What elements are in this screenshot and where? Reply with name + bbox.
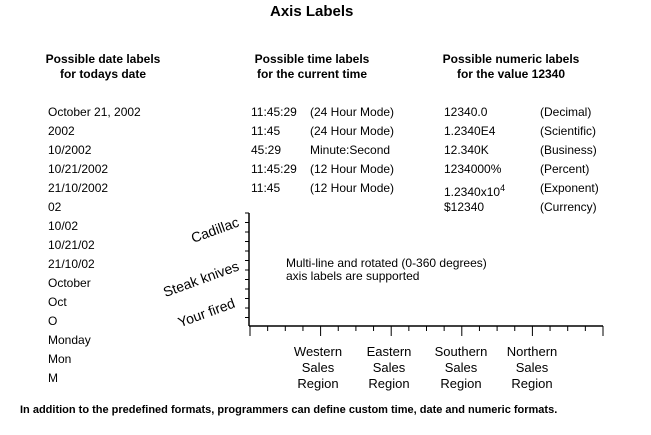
y-category-label: Steak knives xyxy=(161,258,241,300)
x-category-label: Sales xyxy=(516,360,549,375)
time-value: 11:45:29 xyxy=(251,162,297,176)
date-header-line-2: for todays date xyxy=(59,67,146,81)
date-label-item: 10/21/02 xyxy=(48,238,95,252)
time-header-line-1: Possible time labels xyxy=(254,52,370,66)
x-category-label: Sales xyxy=(373,360,406,375)
date-label-item: Oct xyxy=(48,295,67,309)
date-label-item: 10/2002 xyxy=(48,143,92,157)
numeric-header-line-1: Possible numeric labels xyxy=(442,52,580,66)
numeric-type: (Percent) xyxy=(540,162,590,176)
x-category-label: Southern xyxy=(435,344,488,359)
time-mode: (24 Hour Mode) xyxy=(310,124,395,138)
time-mode: (12 Hour Mode) xyxy=(310,181,395,195)
numeric-value: 12.340K xyxy=(444,143,489,157)
date-label-item: M xyxy=(48,371,58,385)
x-category-label: Region xyxy=(511,376,552,391)
date-label-item: Mon xyxy=(48,352,72,366)
x-category-label: Northern xyxy=(507,344,558,359)
date-labels-header: Possible date labels for todays date xyxy=(44,52,162,82)
date-label-item: 10/02 xyxy=(48,219,79,233)
numeric-header-line-2: for the value 12340 xyxy=(456,67,566,81)
time-value: 11:45 xyxy=(251,181,281,195)
date-label-item: October 21, 2002 xyxy=(48,105,141,119)
date-label-item: 2002 xyxy=(48,124,75,138)
x-category-label: Sales xyxy=(302,360,335,375)
date-label-item: 21/10/02 xyxy=(48,257,95,271)
date-header-line-1: Possible date labels xyxy=(45,52,161,66)
numeric-type: (Business) xyxy=(540,143,597,157)
figure-title: Axis Labels xyxy=(270,3,354,20)
time-value: 11:45:29 xyxy=(251,105,297,119)
y-category-label: Your fired xyxy=(176,295,237,330)
time-labels-header: Possible time labels for the current tim… xyxy=(254,52,370,82)
footer-note: In addition to the predefined formats, p… xyxy=(20,404,558,416)
annotation-line-1: Multi-line and rotated (0-360 degrees) xyxy=(286,256,487,270)
date-label-item: 02 xyxy=(48,200,62,214)
time-mode: Minute:Second xyxy=(310,143,391,157)
time-mode: (12 Hour Mode) xyxy=(310,162,395,176)
date-label-item: October xyxy=(48,276,91,290)
numeric-value: 1234000% xyxy=(444,162,502,176)
numeric-value: 12340.0 xyxy=(444,105,488,119)
x-category-label: Eastern xyxy=(367,344,412,359)
date-label-item: O xyxy=(48,314,58,328)
time-header-line-2: for the current time xyxy=(256,67,367,81)
x-category-label: Sales xyxy=(445,360,478,375)
date-label-item: 10/21/2002 xyxy=(48,162,109,176)
time-value: 11:45 xyxy=(251,124,281,138)
date-label-item: Monday xyxy=(48,333,91,347)
x-category-label: Region xyxy=(368,376,409,391)
y-category-label: Cadillac xyxy=(189,214,241,246)
time-mode: (24 Hour Mode) xyxy=(310,105,395,119)
numeric-value: 1.2340E4 xyxy=(444,124,496,138)
numeric-type: (Exponent) xyxy=(540,181,599,195)
time-value: 45:29 xyxy=(251,143,282,157)
numeric-labels-header: Possible numeric labels for the value 12… xyxy=(437,52,585,82)
numeric-type: (Scientific) xyxy=(540,124,597,138)
numeric-type: (Currency) xyxy=(540,200,597,214)
x-category-label: Western xyxy=(294,344,342,359)
date-label-item: 21/10/2002 xyxy=(48,181,109,195)
numeric-value: 1.2340x104 xyxy=(444,183,506,199)
numeric-type: (Decimal) xyxy=(540,105,592,119)
x-category-label: Region xyxy=(297,376,338,391)
numeric-value: $12340 xyxy=(444,200,485,214)
annotation-line-2: axis labels are supported xyxy=(286,269,420,283)
exponent-superscript: 4 xyxy=(500,183,506,193)
chart-annotation: Multi-line and rotated (0-360 degrees) a… xyxy=(286,257,487,283)
x-category-label: Region xyxy=(440,376,481,391)
